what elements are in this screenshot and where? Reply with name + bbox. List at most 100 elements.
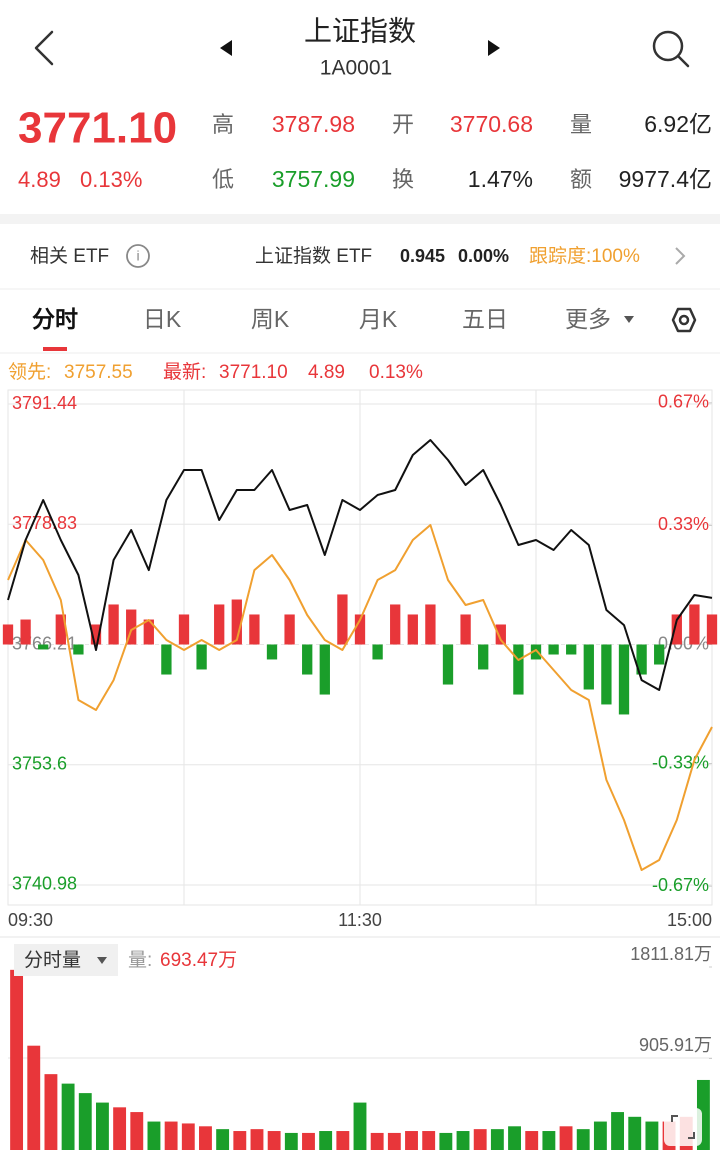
- flow-bar: [390, 604, 401, 645]
- tab[interactable]: 五日: [462, 306, 508, 332]
- volume-bar: [336, 1131, 350, 1150]
- selector-arrow[interactable]: [97, 957, 107, 964]
- volume-bar: [216, 1129, 230, 1150]
- divider: [0, 214, 720, 224]
- y2-tick-label: 0.67%: [658, 392, 709, 412]
- flow-bar: [548, 644, 559, 655]
- volume-bar: [508, 1126, 521, 1150]
- volume-bar: [164, 1121, 178, 1150]
- price-line: [7, 439, 713, 691]
- more-arrow[interactable]: [624, 316, 634, 323]
- volume-bar: [199, 1126, 212, 1150]
- y-tick-label: 3740.98: [12, 874, 77, 894]
- flow-bar: [161, 644, 172, 675]
- stat-value: 1.47%: [468, 166, 533, 192]
- flow-bar: [73, 644, 84, 655]
- tab[interactable]: 更多: [565, 306, 611, 332]
- flow-bar: [337, 594, 348, 645]
- volume-label: 量:: [128, 950, 152, 971]
- flow-bar: [178, 614, 190, 645]
- back-button[interactable]: [34, 30, 54, 66]
- info-icon[interactable]: i: [126, 244, 150, 268]
- page-title: 上证指数: [304, 15, 416, 46]
- flow-bar: [583, 644, 594, 690]
- volume-bar: [525, 1131, 539, 1150]
- etf-name[interactable]: 上证指数 ETF: [255, 245, 372, 267]
- stat-label: 换: [392, 167, 414, 192]
- flow-bar: [266, 644, 278, 660]
- search-button[interactable]: [652, 30, 690, 68]
- x-tick-label: 11:30: [338, 910, 382, 930]
- y-tick-label: 3791.44: [12, 393, 77, 413]
- y-tick-label: 3753.6: [12, 753, 67, 773]
- flow-bar: [302, 644, 313, 675]
- tab[interactable]: 月K: [359, 306, 398, 332]
- y2-tick-label: -0.67%: [652, 875, 709, 895]
- x-tick-label: 09:30: [8, 910, 53, 930]
- tabs: 分时 日K 周K 月K 五日 更多: [32, 306, 611, 332]
- stat-value: 6.92亿: [644, 111, 712, 137]
- etf-tracking: 跟踪度:100%: [529, 245, 640, 267]
- flow-bar: [601, 644, 612, 705]
- price-line: [7, 524, 713, 871]
- expand-button[interactable]: [664, 1108, 702, 1146]
- flow-bar: [495, 624, 506, 645]
- flow-bar: [513, 644, 524, 695]
- flow-bar: [196, 644, 207, 670]
- flow-bar: [20, 619, 31, 645]
- next-button[interactable]: [488, 40, 500, 56]
- volume-bar: [353, 1102, 367, 1150]
- chevron[interactable]: [675, 247, 686, 265]
- volume-bar: [473, 1129, 487, 1150]
- tab[interactable]: 分时: [32, 306, 78, 332]
- volume-bar: [44, 1074, 58, 1150]
- flow-bar: [55, 614, 66, 645]
- volume-bar: [559, 1126, 573, 1150]
- flow-bar: [407, 614, 418, 645]
- tab[interactable]: 日K: [143, 306, 182, 332]
- flow-bar: [38, 644, 49, 650]
- volume-bar: [628, 1116, 642, 1150]
- stat-value: 3787.98: [272, 111, 355, 137]
- volume-bar: [456, 1131, 470, 1150]
- latest-value: 3771.10: [219, 362, 288, 383]
- selector[interactable]: 分时量: [24, 949, 81, 971]
- tab-underline: [43, 347, 67, 351]
- flow-bar: [654, 644, 665, 665]
- settings-button[interactable]: [671, 307, 697, 333]
- volume-bar: [250, 1129, 264, 1150]
- flow-bar: [706, 614, 718, 645]
- volume-bar: [181, 1123, 195, 1150]
- flow-bar: [354, 614, 366, 645]
- volume-bar: [593, 1121, 607, 1150]
- stat-label: 量: [570, 112, 592, 137]
- last-price: 3771.10: [18, 104, 177, 153]
- price-change: 4.89: [18, 167, 61, 192]
- flow-bar: [636, 644, 647, 675]
- lead-label: 领先:: [8, 361, 51, 383]
- volume-bar: [542, 1131, 556, 1150]
- volume-bar: [27, 1045, 41, 1150]
- tab[interactable]: 周K: [251, 306, 290, 332]
- volume-value: 693.47万: [160, 950, 237, 971]
- stat-value: 3757.99: [272, 166, 355, 192]
- flow-bar: [460, 614, 471, 645]
- volume-tick-label: 905.91万: [639, 1035, 712, 1055]
- volume-bar: [267, 1131, 281, 1150]
- stat-value: 3770.68: [450, 111, 533, 137]
- stat-label: 低: [212, 167, 234, 192]
- flow-bar: [90, 624, 102, 645]
- flow-bar: [231, 599, 242, 645]
- price-chart: 3791.443778.833766.213753.63740.980.67%0…: [2, 392, 718, 895]
- volume-bar: [284, 1132, 298, 1150]
- y2-tick-label: 0.33%: [658, 514, 709, 534]
- volume-bar: [147, 1121, 161, 1150]
- prev-button[interactable]: [220, 40, 232, 56]
- stat-label: 高: [212, 112, 234, 137]
- volume-bar: [78, 1093, 92, 1150]
- lead-value: 3757.55: [64, 362, 133, 383]
- flow-bar: [372, 644, 383, 660]
- flow-bar: [618, 644, 630, 715]
- volume-bar: [370, 1132, 384, 1150]
